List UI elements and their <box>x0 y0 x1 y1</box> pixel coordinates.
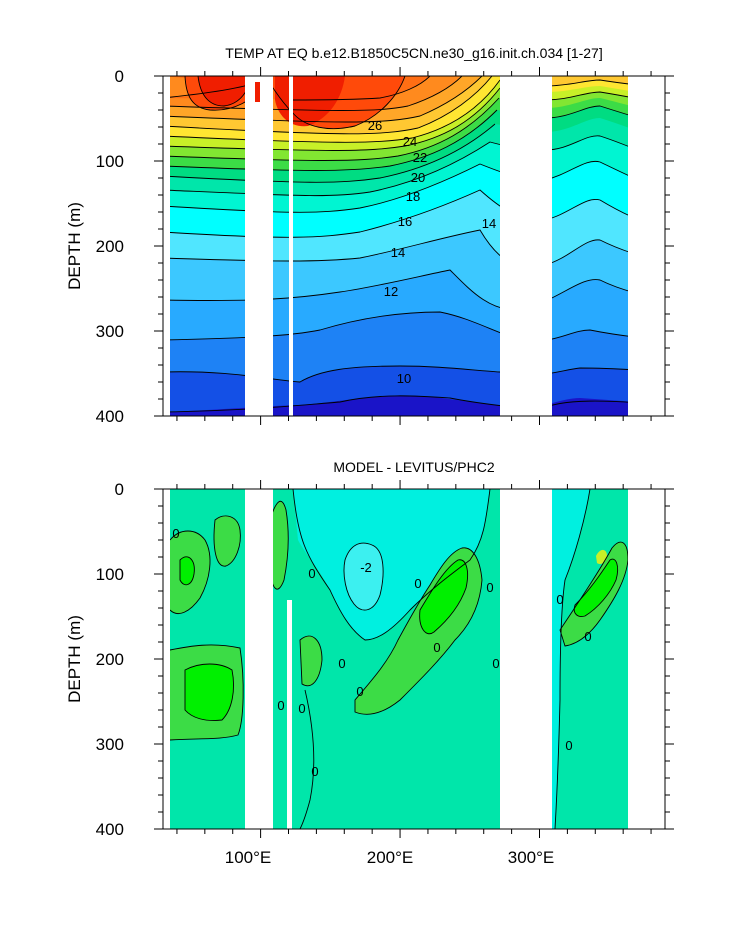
dlabel-0m: 0 <box>565 738 572 753</box>
xtick-300E: 300°E <box>508 848 555 867</box>
top-title: TEMP AT EQ b.e12.B1850C5CN.ne30_g16.init… <box>225 45 602 61</box>
top-contour-labels: 26 24 22 20 18 16 14 14 12 10 <box>368 118 496 386</box>
dlabel-0j: 0 <box>356 684 363 699</box>
clabel-14a: 14 <box>482 216 496 231</box>
top-ytick-0: 0 <box>115 67 124 86</box>
clabel-10: 10 <box>397 371 411 386</box>
clabel-26: 26 <box>368 118 382 133</box>
bottom-field <box>163 489 665 829</box>
bottom-ylabel: DEPTH (m) <box>65 615 84 703</box>
bot-ytick-100: 100 <box>96 565 124 584</box>
bottom-contours <box>169 489 629 829</box>
top-panel: TEMP AT EQ b.e12.B1850C5CN.ne30_g16.init… <box>65 45 674 426</box>
dlabel-0a: 0 <box>172 526 179 541</box>
bottom-title: MODEL - LEVITUS/PHC2 <box>333 459 495 475</box>
bottom-contour-labels: 0 0 -2 0 0 0 0 0 0 0 0 0 0 0 0 <box>172 526 591 779</box>
clabel-14b: 14 <box>391 245 405 260</box>
dlabel-0e: 0 <box>556 592 563 607</box>
dlabel-0l: 0 <box>298 701 305 716</box>
dlabel-0g: 0 <box>433 640 440 655</box>
bottom-panel: MODEL - LEVITUS/PHC2 <box>65 459 674 867</box>
dlabel-m2: -2 <box>360 560 372 575</box>
xtick-100E: 100°E <box>225 848 272 867</box>
clabel-12: 12 <box>384 284 398 299</box>
dlabel-0i: 0 <box>492 656 499 671</box>
band-d-pos3 <box>596 549 607 565</box>
bot-ytick-400: 400 <box>96 820 124 839</box>
dlabel-0h: 0 <box>338 656 345 671</box>
bottom-land <box>163 489 665 829</box>
top-field <box>163 76 665 416</box>
dlabel-0c: 0 <box>414 576 421 591</box>
band-d-3 <box>344 543 384 611</box>
bot-ytick-200: 200 <box>96 650 124 669</box>
top-ytick-100: 100 <box>96 152 124 171</box>
bottom-axis-ticks <box>154 480 674 838</box>
x-ticklabels: 100°E 200°E 300°E <box>225 848 555 867</box>
dlabel-0f: 0 <box>584 629 591 644</box>
top-ytick-200: 200 <box>96 237 124 256</box>
top-ytick-300: 300 <box>96 322 124 341</box>
bottom-yticklabels: 0 100 200 300 400 <box>96 480 124 839</box>
clabel-18: 18 <box>406 189 420 204</box>
dlabel-0k: 0 <box>277 698 284 713</box>
bot-ytick-300: 300 <box>96 735 124 754</box>
clabel-24: 24 <box>403 134 417 149</box>
bot-ytick-0: 0 <box>115 480 124 499</box>
clabel-16: 16 <box>398 214 412 229</box>
clabel-20: 20 <box>411 170 425 185</box>
dlabel-0d: 0 <box>486 580 493 595</box>
band-d-pos2 <box>180 556 618 721</box>
dlabel-0n: 0 <box>311 764 318 779</box>
top-ytick-400: 400 <box>96 407 124 426</box>
clabel-22: 22 <box>413 150 427 165</box>
top-land-spot <box>255 82 260 102</box>
top-land <box>163 76 665 416</box>
dlabel-0b: 0 <box>308 566 315 581</box>
xtick-200E: 200°E <box>367 848 414 867</box>
top-axis-ticks <box>154 67 674 425</box>
top-yticklabels: 0 100 200 300 400 <box>96 67 124 426</box>
top-ylabel: DEPTH (m) <box>65 202 84 290</box>
